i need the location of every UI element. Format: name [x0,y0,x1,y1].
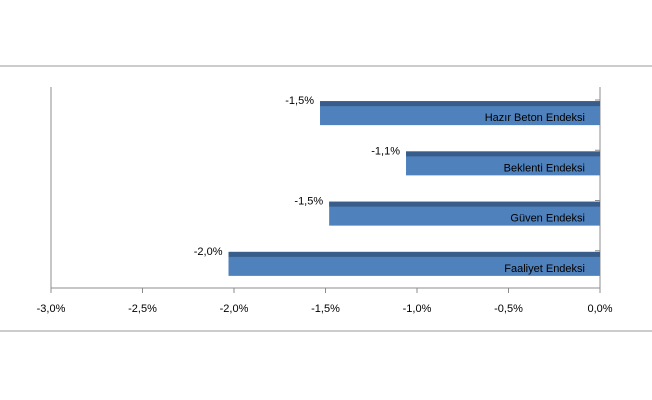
category-label: Faaliyet Endeksi [504,263,585,275]
category-label: Beklenti Endeksi [504,162,585,174]
x-tick-label: -2,5% [128,303,157,315]
x-tick-label: -1,5% [311,303,340,315]
data-label: -1,1% [371,145,400,157]
x-tick-label: -1,0% [403,303,432,315]
x-tick-label: 0,0% [587,303,612,315]
x-tick-label: -3,0% [37,303,66,315]
data-label: -1,5% [294,196,323,208]
bar-top-edge [329,201,600,207]
plot-area: -3,0% -2,5% -2,0% -1,5% -1,0% -0,5% 0,0% Hazır … [37,87,613,315]
x-tick-label: -2,0% [220,303,249,315]
data-label: -1,5% [285,95,314,107]
bar-top-edge [320,101,600,107]
x-tick-label: -0,5% [494,303,523,315]
bar-top-edge [406,151,600,157]
bar-top-edge [228,251,600,257]
category-label: Hazır Beton Endeksi [485,112,585,124]
data-label: -2,0% [194,246,223,258]
category-label: Güven Endeksi [510,213,585,225]
